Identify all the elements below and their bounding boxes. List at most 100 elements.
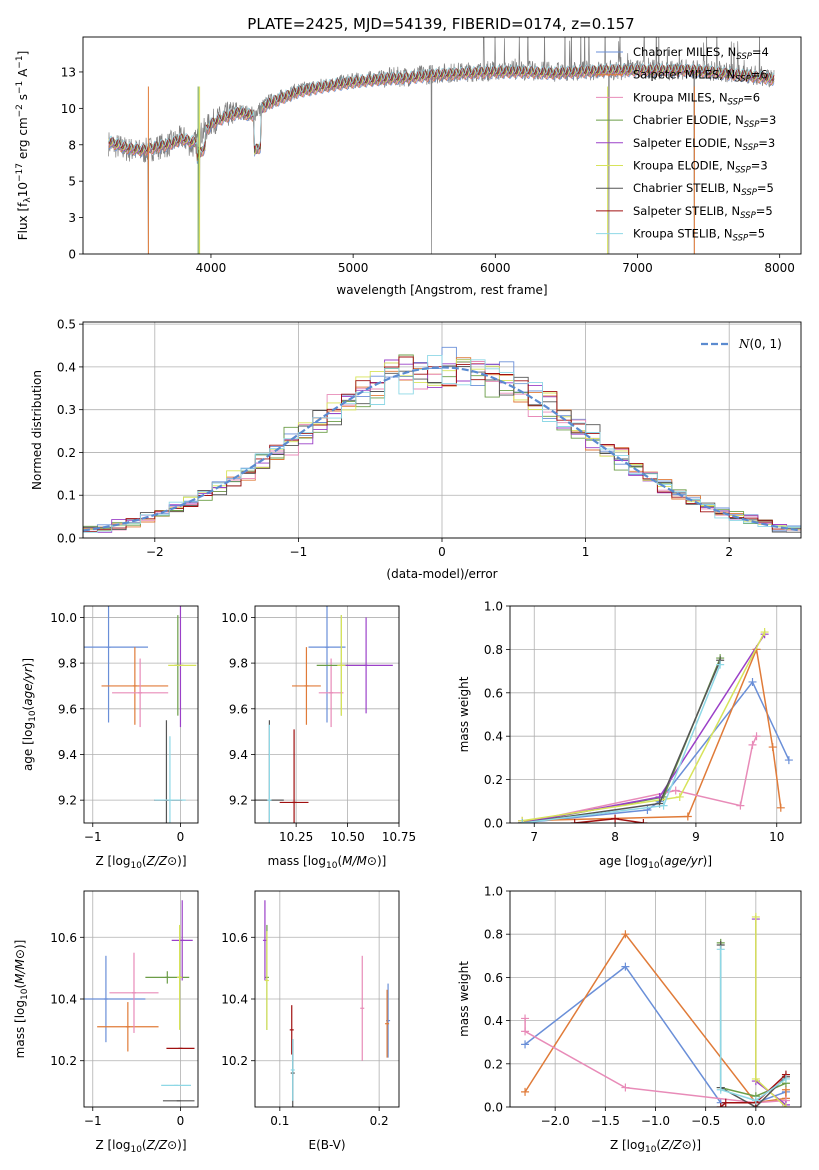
- mass-weight-marker: [683, 812, 692, 821]
- x-tick-label: −2.0: [541, 1114, 570, 1128]
- legend-label: Salpeter MILES, NSSP=6: [633, 68, 768, 85]
- y-tick-label: 0.2: [484, 1057, 503, 1071]
- mass-weight-marker: [768, 743, 777, 752]
- y-tick-label: 9.2: [229, 794, 248, 808]
- plot-area-massweight_vs_age: [518, 628, 793, 823]
- legend-label: Salpeter ELODIE, NSSP=3: [633, 136, 775, 153]
- x-tick-label: 10.50: [330, 830, 364, 844]
- y-tick-label: 5: [68, 175, 76, 189]
- legend-label: Kroupa STELIB, NSSP=5: [633, 227, 765, 244]
- mass-weight-marker: [621, 1083, 630, 1092]
- mass-weight-marker: [748, 740, 757, 749]
- axes-frame: [509, 890, 802, 1108]
- legend-label: Chabrier STELIB, NSSP=5: [633, 181, 774, 198]
- y-tick-label: 9.8: [229, 657, 248, 671]
- x-tick-label: 0: [177, 1114, 185, 1128]
- panel-mass_vs_ebv: 0.1 0.2 10.2 10.4 10.6 E(B-V): [221, 890, 400, 1152]
- y-tick-label: 0.0: [57, 532, 76, 546]
- plot-area-age_vs_Z: [84, 606, 197, 823]
- axes-frame: [82, 36, 802, 255]
- x-tick-label: 10.75: [382, 830, 416, 844]
- x-tick-label: 5000: [338, 261, 369, 275]
- mass-weight-marker: [659, 801, 668, 810]
- y-tick-label: 1.0: [484, 885, 503, 899]
- y-tick-label: 9.2: [58, 794, 77, 808]
- y-axis-label: age [log10(age/yr)]: [21, 658, 38, 771]
- axes-frame: [254, 605, 400, 824]
- mass-weight-marker: [776, 803, 785, 812]
- x-tick-label: 0.0: [746, 1114, 765, 1128]
- legend-label: Kroupa ELODIE, NSSP=3: [633, 159, 768, 176]
- y-axis-label: mass [log10(M/M⊙)]: [13, 940, 30, 1059]
- x-axis-label: wavelength [Angstrom, rest frame]: [336, 283, 547, 297]
- mass-weight-marker: [751, 1096, 760, 1105]
- y-tick-label: 10: [61, 102, 76, 116]
- y-tick-label: 0.8: [484, 643, 503, 657]
- figure-title: PLATE=2425, MJD=54139, FIBERID=0174, z=0…: [247, 15, 634, 33]
- x-tick-label: 10.25: [279, 830, 313, 844]
- y-tick-label: 0.1: [57, 489, 76, 503]
- panel-massweight_vs_age: 7 8 9 10 0.0 0.2 0.4 0.6 0.8 1.0 age [log10(age/yr…: [457, 600, 802, 871]
- y-tick-label: 0.3: [57, 403, 76, 417]
- y-axis-label: Flux [fλ10−17 erg cm−2 s−1 A−1]: [15, 51, 33, 241]
- x-tick-label: −2: [146, 545, 164, 559]
- y-tick-label: 9.4: [229, 748, 248, 762]
- legend-label: Salpeter STELIB, NSSP=5: [633, 204, 773, 221]
- x-axis-label: age [log10(age/yr)]: [599, 854, 712, 871]
- panel-age_vs_Z: −1 0 9.2 9.4 9.6 9.8 10.0 Z [log10(Z/Z⊙)] age [l…: [21, 605, 199, 871]
- y-tick-label: 13: [61, 65, 76, 79]
- x-tick-label: 4000: [196, 261, 227, 275]
- mass-weight-marker: [639, 819, 648, 823]
- mass-weight-marker: [675, 792, 684, 801]
- x-tick-label: 2: [725, 545, 733, 559]
- y-tick-label: 0.0: [484, 1101, 503, 1115]
- mass-weight-line: [522, 680, 790, 823]
- x-tick-label: 0.2: [370, 1114, 389, 1128]
- mass-weight-line: [521, 633, 766, 823]
- mass-weight-line: [719, 945, 787, 1107]
- mass-weight-marker: [716, 1085, 725, 1094]
- mass-weight-marker: [781, 1074, 790, 1083]
- y-tick-label: 0.2: [57, 446, 76, 460]
- y-tick-label: 9.6: [229, 702, 248, 716]
- mass-weight-line: [522, 664, 721, 823]
- y-tick-label: 0.6: [484, 971, 503, 985]
- x-tick-label: −1: [290, 545, 308, 559]
- y-tick-label: 10.4: [221, 993, 248, 1007]
- y-tick-label: 3: [68, 211, 76, 225]
- y-tick-label: 0.2: [484, 773, 503, 787]
- axes-frame: [83, 890, 199, 1108]
- x-axis-label: mass [log10(M/M⊙)]: [268, 854, 387, 871]
- mass-weight-marker: [781, 1103, 790, 1107]
- mass-weight-marker: [752, 732, 761, 741]
- plot-area-spectrum: [108, 37, 775, 254]
- mass-weight-line: [755, 919, 787, 1106]
- mass-weight-marker: [760, 628, 769, 637]
- mass-weight-marker: [621, 962, 630, 971]
- legend-label: Chabrier MILES, NSSP=4: [633, 45, 769, 62]
- y-tick-label: 0.6: [484, 686, 503, 700]
- x-tick-label: 7000: [622, 261, 653, 275]
- y-axis-label: mass weight: [457, 961, 471, 1037]
- mass-weight-marker: [751, 1074, 760, 1083]
- x-axis-label: Z [log10(Z/Z⊙)]: [95, 1138, 186, 1155]
- panel-spectrum: 4000 5000 6000 7000 8000 0 3 5 8 10 13 wavelength […: [15, 36, 802, 297]
- plot-area-residuals: [83, 346, 801, 533]
- x-tick-label: 9: [692, 830, 700, 844]
- mass-weight-marker: [521, 1040, 530, 1049]
- mass-weight-marker: [751, 912, 760, 921]
- y-tick-label: 0: [68, 248, 76, 262]
- panel-mass_vs_Z: −1 0 10.2 10.4 10.6 Z [log10(Z/Z⊙)] mass [log1…: [13, 890, 199, 1155]
- y-tick-label: 0.4: [484, 730, 503, 744]
- mass-weight-marker: [736, 801, 745, 810]
- x-tick-label: 6000: [480, 261, 511, 275]
- model-fit-line: [108, 63, 775, 154]
- y-tick-label: 9.4: [58, 748, 77, 762]
- mass-weight-line: [719, 942, 787, 1097]
- x-tick-label: −1.0: [641, 1114, 670, 1128]
- mass-weight-marker: [570, 819, 579, 823]
- legend-label: Kroupa MILES, NSSP=6: [633, 90, 760, 107]
- y-tick-label: 10.2: [50, 1054, 77, 1068]
